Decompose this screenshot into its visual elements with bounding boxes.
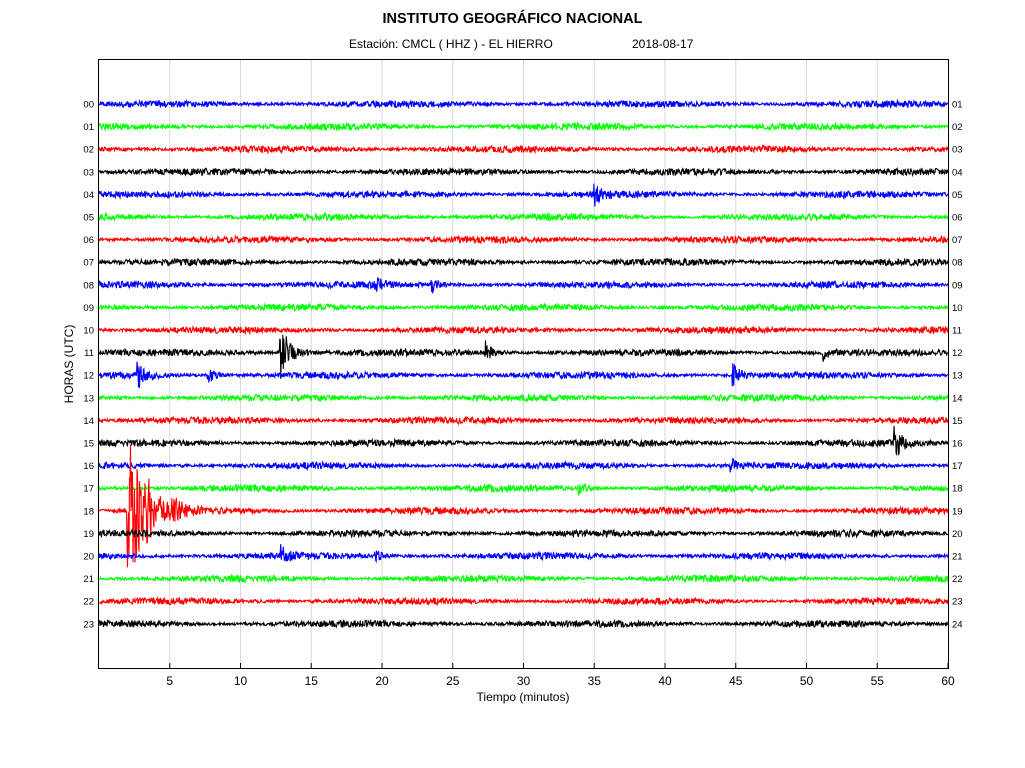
- hour-label-right: 10: [952, 303, 963, 314]
- x-tick-label: 5: [166, 674, 173, 688]
- hour-label-left: 07: [83, 258, 94, 269]
- hour-label-left: 10: [83, 326, 94, 337]
- trace-hour-14: [98, 415, 949, 426]
- trace-hour-22: [98, 596, 949, 607]
- hour-label-right: 16: [952, 439, 963, 450]
- x-tick-label: 10: [234, 674, 248, 688]
- trace-hour-15: [98, 425, 949, 457]
- hour-label-left: 06: [83, 235, 94, 246]
- trace-hour-09: [98, 302, 949, 313]
- hour-label-left: 21: [83, 574, 94, 585]
- trace-hour-05: [98, 211, 949, 223]
- hour-label-right: 21: [952, 552, 963, 563]
- hour-label-right: 18: [952, 484, 963, 495]
- hour-label-right: 20: [952, 529, 963, 540]
- trace-hour-18: [98, 444, 949, 568]
- hour-label-left: 19: [83, 529, 94, 540]
- hour-label-left: 09: [83, 303, 94, 314]
- seismic-traces: [98, 98, 949, 629]
- hour-label-left: 20: [83, 552, 94, 563]
- date-label: 2018-08-17: [632, 37, 694, 51]
- hour-label-left: 23: [83, 619, 94, 630]
- x-tick-label: 60: [941, 674, 955, 688]
- trace-hour-16: [98, 457, 949, 473]
- hour-label-left: 17: [83, 484, 94, 495]
- hour-label-left: 13: [83, 393, 94, 404]
- hour-label-left: 04: [83, 190, 94, 201]
- x-tick-label: 15: [305, 674, 319, 688]
- trace-hour-13: [98, 392, 949, 404]
- hour-label-right: 07: [952, 235, 963, 246]
- hour-label-left: 08: [83, 280, 94, 291]
- trace-hour-21: [98, 573, 949, 584]
- hour-label-left: 01: [83, 122, 94, 133]
- hour-label-right: 15: [952, 416, 963, 427]
- trace-hour-11: [98, 334, 949, 379]
- trace-hour-08: [98, 277, 949, 294]
- hour-label-right: 14: [952, 393, 963, 404]
- x-tick-label: 35: [588, 674, 602, 688]
- hour-label-right: 05: [952, 190, 963, 201]
- y-axis-label: HORAS (UTC): [62, 325, 76, 404]
- plot-frame: [98, 59, 949, 669]
- hour-label-left: 11: [84, 348, 94, 359]
- hour-label-right: 13: [952, 371, 963, 382]
- trace-hour-02: [98, 143, 949, 155]
- x-axis-label: Tiempo (minutos): [477, 690, 570, 704]
- hour-label-right: 06: [952, 213, 963, 224]
- hour-label-right: 23: [952, 597, 963, 608]
- trace-hour-07: [98, 257, 949, 267]
- hour-label-right: 03: [952, 145, 963, 156]
- hour-labels-left: 00 01 02 03 04 05 06 07 08 09 10 11 12 13 14 15 16 17 18 19…: [83, 100, 94, 631]
- hour-label-right: 19: [952, 506, 963, 517]
- trace-hour-03: [98, 166, 949, 178]
- hour-label-left: 02: [83, 145, 94, 156]
- hour-label-left: 14: [83, 416, 94, 427]
- hour-label-right: 02: [952, 122, 963, 133]
- trace-hour-12: [98, 361, 949, 389]
- trace-hour-20: [98, 543, 949, 564]
- hour-label-left: 05: [83, 213, 94, 224]
- hour-label-right: 17: [952, 461, 963, 472]
- x-tick-label: 55: [871, 674, 885, 688]
- hour-label-right: 24: [952, 619, 963, 630]
- hour-label-left: 18: [83, 506, 94, 517]
- hour-label-left: 15: [83, 439, 94, 450]
- trace-hour-10: [98, 324, 949, 336]
- hour-labels-right: 01 02 03 04 05 06 07 08 09 10 11 12 13 14 15 16 17 18 19 20…: [952, 100, 963, 631]
- hour-label-right: 01: [952, 100, 963, 111]
- hour-label-left: 22: [83, 597, 94, 608]
- x-tick-label: 30: [517, 674, 531, 688]
- hour-label-right: 11: [952, 326, 962, 337]
- trace-hour-04: [98, 183, 949, 207]
- hour-label-right: 12: [952, 348, 963, 359]
- x-tick-label: 20: [375, 674, 389, 688]
- x-tick-label: 45: [729, 674, 743, 688]
- trace-hour-17: [98, 482, 949, 497]
- trace-hour-06: [98, 234, 949, 245]
- hour-label-left: 03: [83, 167, 94, 178]
- hour-label-right: 22: [952, 574, 963, 585]
- hour-label-right: 09: [952, 280, 963, 291]
- hour-label-left: 00: [83, 100, 94, 111]
- grid-lines: [169, 60, 878, 668]
- hour-label-right: 08: [952, 258, 963, 269]
- hour-label-left: 16: [83, 461, 94, 472]
- x-tick-label: 50: [800, 674, 814, 688]
- trace-hour-01: [98, 121, 949, 132]
- x-tick-label: 40: [658, 674, 672, 688]
- trace-hour-00: [98, 98, 949, 110]
- station-label: Estación: CMCL ( HHZ ) - EL HIERRO: [349, 37, 553, 51]
- trace-hour-19: [98, 528, 948, 539]
- hour-label-right: 04: [952, 167, 963, 178]
- chart-title: INSTITUTO GEOGRÁFICO NACIONAL: [382, 11, 643, 27]
- trace-hour-23: [98, 618, 949, 629]
- hour-label-left: 12: [83, 371, 94, 382]
- x-axis-ticks: 5 10 15 20 25 30 35 40 45 50 55 60: [166, 663, 955, 688]
- x-tick-label: 25: [446, 674, 460, 688]
